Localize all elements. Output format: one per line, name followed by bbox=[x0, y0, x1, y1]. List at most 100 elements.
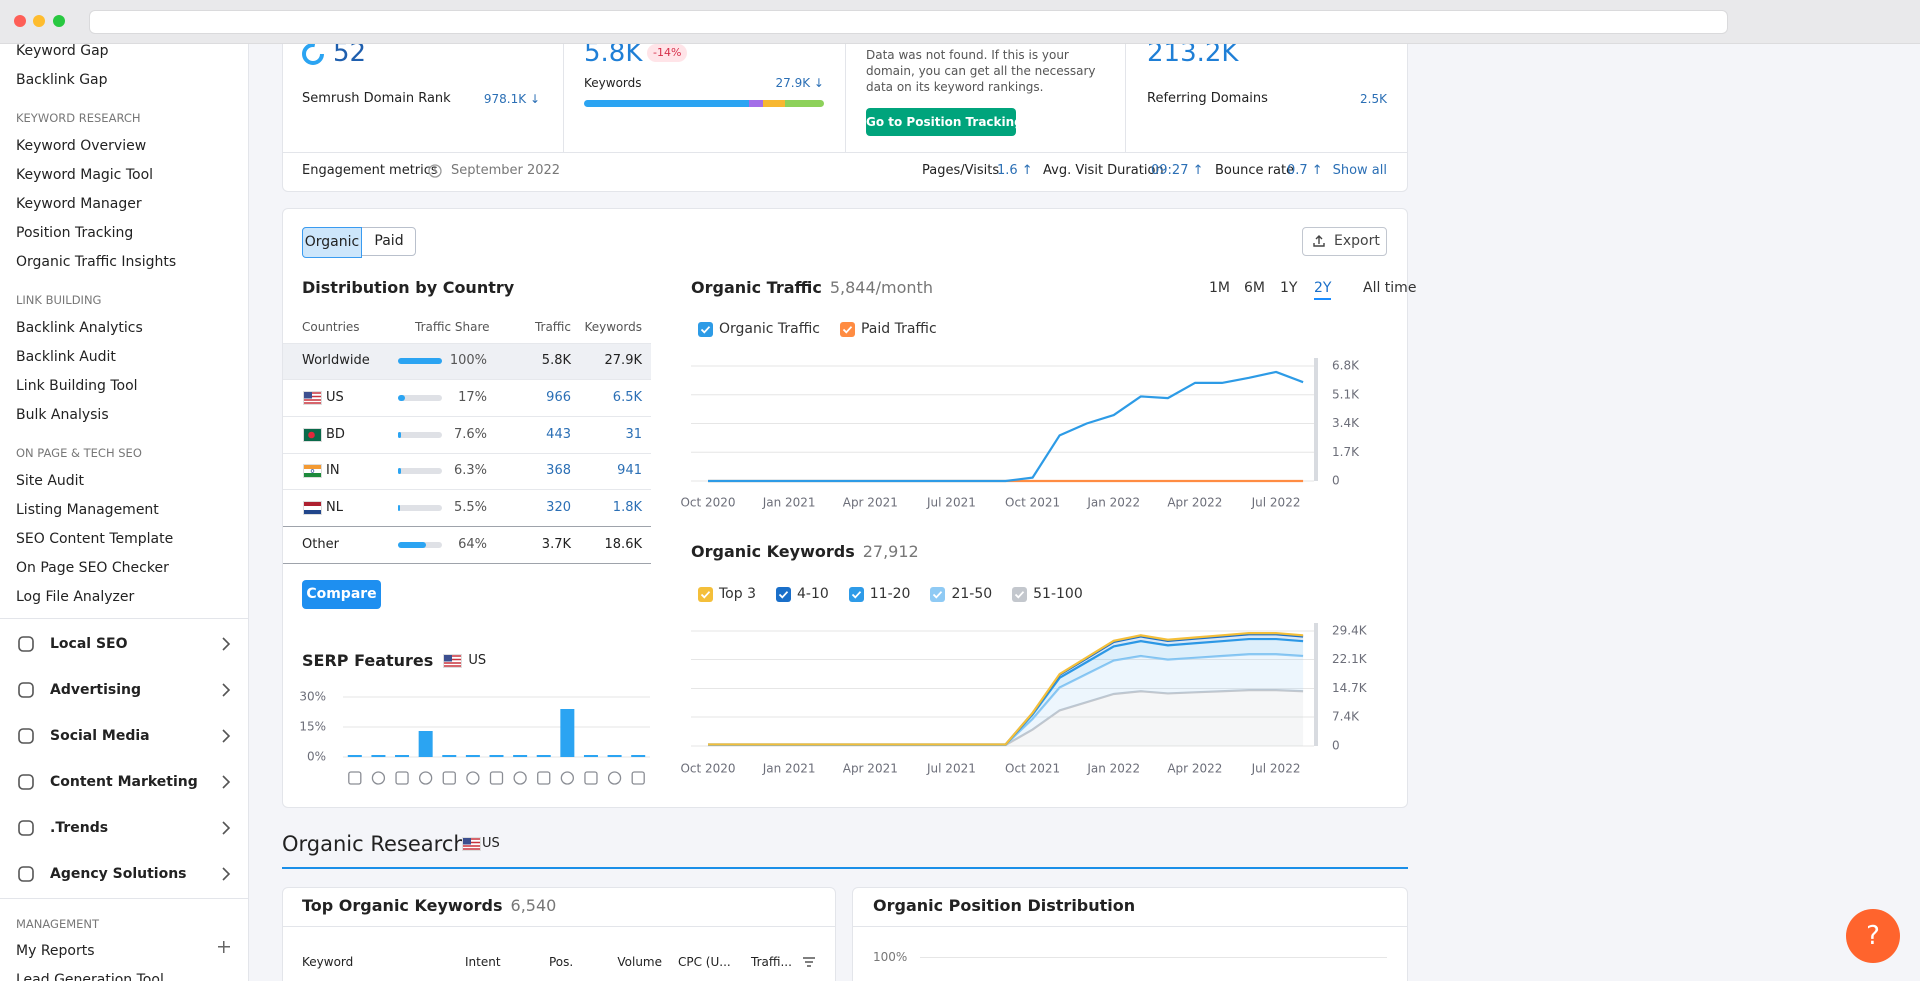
window-dot bbox=[14, 15, 26, 27]
share-track bbox=[398, 395, 442, 401]
nav-icon bbox=[18, 682, 34, 698]
period-button[interactable]: 6M bbox=[1244, 280, 1265, 296]
share-label: 7.6% bbox=[453, 427, 487, 442]
flag bbox=[303, 501, 322, 515]
tracking-button[interactable]: Go to Position Tracking bbox=[866, 108, 1023, 136]
row-line bbox=[283, 416, 651, 417]
divider bbox=[282, 926, 836, 927]
period-button[interactable]: 1Y bbox=[1280, 280, 1298, 296]
nav-item[interactable]: Keyword Gap bbox=[16, 43, 109, 59]
compare-button[interactable]: Compare bbox=[302, 580, 381, 609]
nav-group[interactable]: Advertising bbox=[50, 682, 141, 698]
share-bar bbox=[398, 395, 406, 401]
traffic[interactable]: 320 bbox=[546, 500, 571, 515]
show-all[interactable]: Show all bbox=[1332, 163, 1387, 178]
traffic[interactable]: 966 bbox=[546, 390, 571, 405]
nav-item[interactable]: Position Tracking bbox=[16, 225, 134, 241]
nav-item[interactable]: Site Audit bbox=[16, 473, 85, 489]
flag bbox=[462, 837, 481, 851]
nav-item[interactable]: Link Building Tool bbox=[16, 378, 138, 394]
nav-item[interactable]: On Page SEO Checker bbox=[16, 560, 169, 576]
nav-item[interactable]: Keyword Manager bbox=[16, 196, 142, 212]
engagement-label: Engagement metrics bbox=[302, 163, 438, 178]
country: US bbox=[326, 390, 344, 405]
research-rule bbox=[282, 867, 1408, 869]
share-bar bbox=[398, 505, 401, 511]
share-label: 17% bbox=[458, 390, 487, 405]
nav-item[interactable]: Backlink Audit bbox=[16, 349, 116, 365]
chart-title: Organic Keywords bbox=[691, 542, 855, 561]
legend-item[interactable]: 51-100 bbox=[1012, 584, 1083, 604]
bar-segment bbox=[763, 100, 785, 107]
column-header: Volume bbox=[617, 955, 662, 969]
nav-item[interactable]: Listing Management bbox=[16, 502, 159, 518]
tab-paid[interactable]: Paid bbox=[374, 233, 404, 249]
keywords[interactable]: 1.8K bbox=[612, 500, 642, 515]
traffic[interactable]: 443 bbox=[546, 427, 571, 442]
nav-item[interactable]: Backlink Gap bbox=[16, 72, 108, 88]
country: NL bbox=[326, 500, 343, 515]
legend-item[interactable]: 11-20 bbox=[848, 584, 910, 604]
traffic[interactable]: 368 bbox=[546, 463, 571, 478]
keywords[interactable]: 941 bbox=[617, 463, 642, 478]
nav-icon bbox=[18, 774, 34, 790]
position-card bbox=[852, 887, 1408, 981]
nav-group[interactable]: Agency Solutions bbox=[50, 866, 187, 882]
nav-group[interactable]: Content Marketing bbox=[50, 774, 198, 790]
distribution-title: Distribution by Country bbox=[302, 278, 515, 297]
nav-group[interactable]: Social Media bbox=[50, 728, 150, 744]
sort-icon[interactable] bbox=[802, 956, 816, 968]
legend-item[interactable]: 21-50 bbox=[930, 584, 992, 604]
nav-item[interactable]: SEO Content Template bbox=[16, 531, 174, 547]
metric-value: 1.6 ↑ bbox=[997, 163, 1033, 178]
nav-item[interactable]: Log File Analyzer bbox=[16, 589, 135, 605]
legend-item[interactable]: 4-10 bbox=[775, 584, 829, 604]
keywords-badge: -14% bbox=[647, 44, 688, 62]
nav-heading: ON PAGE & TECH SEO bbox=[16, 446, 142, 460]
export-label[interactable]: Export bbox=[1334, 233, 1380, 249]
legend-item[interactable]: Top 3 bbox=[698, 584, 756, 604]
metric-label: Avg. Visit Duration bbox=[1043, 163, 1164, 178]
keywords-card bbox=[282, 887, 836, 981]
row-line bbox=[283, 526, 651, 527]
period-button[interactable]: 1M bbox=[1209, 280, 1230, 296]
nav-item[interactable]: Keyword Overview bbox=[16, 138, 147, 154]
nav-icon bbox=[18, 866, 34, 882]
help-button[interactable]: ? bbox=[1846, 909, 1900, 963]
top-keywords-header: Top Organic Keywords 6,540 bbox=[302, 896, 556, 916]
metric-value: 09:27 ↑ bbox=[1151, 163, 1204, 178]
keywords[interactable]: 31 bbox=[625, 427, 642, 442]
nav-group[interactable]: .Trends bbox=[50, 820, 109, 836]
column-header: Intent bbox=[465, 955, 501, 969]
nav-heading: KEYWORD RESEARCH bbox=[16, 111, 141, 125]
window-dot bbox=[53, 15, 65, 27]
research-country: US bbox=[482, 836, 500, 851]
nav-item[interactable]: Keyword Magic Tool bbox=[16, 167, 154, 183]
bar-segment bbox=[584, 100, 749, 107]
chart-title: SERP Features bbox=[302, 651, 434, 670]
traffic: 3.7K bbox=[541, 537, 571, 552]
country: Worldwide bbox=[302, 353, 370, 368]
keywords[interactable]: 6.5K bbox=[612, 390, 642, 405]
nav-item[interactable]: Backlink Analytics bbox=[16, 320, 143, 336]
nav-item[interactable]: Lead Generation Tool bbox=[16, 972, 164, 981]
period-button[interactable]: All time bbox=[1363, 280, 1417, 296]
nav-item[interactable]: Bulk Analysis bbox=[16, 407, 109, 423]
column-header: Keywords bbox=[584, 320, 642, 334]
domains-change: 2.5K bbox=[1360, 92, 1387, 106]
legend-item[interactable]: Paid Traffic bbox=[839, 319, 937, 339]
chart-header: Organic Traffic 5,844/month bbox=[691, 278, 933, 298]
nav-group[interactable]: Local SEO bbox=[50, 636, 128, 652]
tab-organic[interactable]: Organic bbox=[302, 227, 362, 258]
column-header: Traffi... bbox=[751, 955, 792, 969]
tracking-message: Data was not found. If this is your doma… bbox=[866, 48, 1096, 94]
export-button[interactable] bbox=[1302, 227, 1387, 256]
chart-header: SERP Features US bbox=[302, 651, 486, 671]
nav-item[interactable]: My Reports bbox=[16, 943, 95, 959]
nav-item[interactable]: Organic Traffic Insights bbox=[16, 254, 177, 270]
period-button[interactable]: 2Y bbox=[1314, 278, 1332, 300]
legend-item[interactable]: Organic Traffic bbox=[698, 319, 820, 339]
window-dot bbox=[33, 15, 45, 27]
address-bar[interactable] bbox=[89, 10, 1728, 34]
nav-heading: MANAGEMENT bbox=[16, 917, 100, 931]
